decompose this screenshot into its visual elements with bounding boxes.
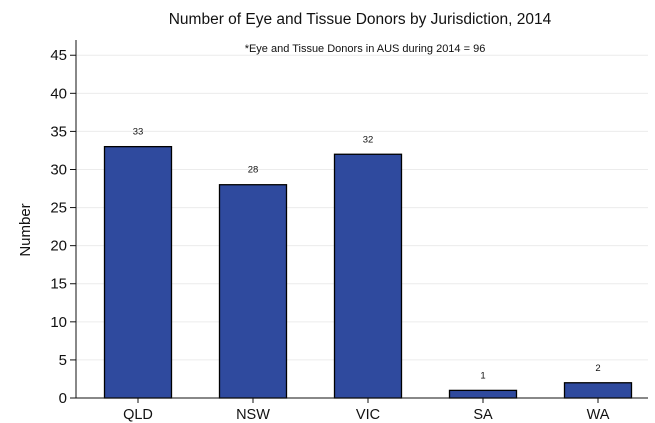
y-tick-label: 0 (59, 390, 67, 407)
y-tick-label: 45 (50, 47, 67, 64)
x-tick-label: QLD (123, 407, 153, 423)
y-tick-label: 35 (50, 123, 67, 140)
y-tick-label: 20 (50, 238, 67, 255)
bar-nsw (218, 184, 288, 399)
bar-sa (448, 389, 518, 399)
bar-qld (103, 145, 173, 399)
bars (103, 145, 633, 399)
data-label: 28 (248, 165, 259, 176)
chart-title: Number of Eye and Tissue Donors by Juris… (169, 11, 552, 28)
data-label: 2 (595, 363, 600, 374)
y-axis-label: Number (17, 203, 34, 256)
y-tick-label: 30 (50, 161, 67, 178)
chart-annotation: *Eye and Tissue Donors in AUS during 201… (245, 43, 486, 55)
x-tick-label: NSW (236, 407, 270, 423)
data-label: 33 (133, 127, 144, 138)
y-tick-label: 5 (59, 352, 67, 369)
bar-vic (333, 153, 403, 399)
bar-wa (563, 382, 633, 399)
data-label: 32 (363, 134, 374, 145)
x-tick-label: VIC (356, 407, 380, 423)
axes (70, 40, 648, 403)
data-label: 1 (480, 370, 485, 381)
y-tick-label: 10 (50, 314, 67, 331)
labels: 0 5 10 15 20 25 30 35 40 45 QLD 33 NSW 28 VIC 32 SA 1 WA 2 (50, 47, 609, 423)
y-tick-label: 40 (50, 85, 67, 102)
x-tick-label: SA (473, 407, 493, 423)
y-tick-label: 25 (50, 200, 67, 217)
y-tick-label: 15 (50, 276, 67, 293)
x-tick-label: WA (587, 407, 610, 423)
